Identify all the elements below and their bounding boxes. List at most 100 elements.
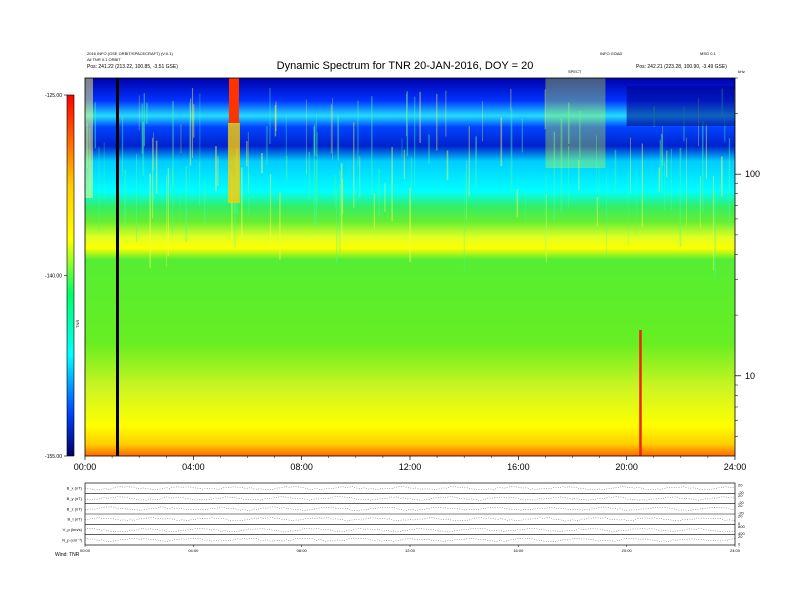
spectrogram-streak	[720, 156, 723, 197]
spectrogram-streak	[189, 102, 190, 189]
spectrogram-streak	[274, 105, 277, 137]
edge-band	[85, 78, 93, 198]
x-tick-label: 04:00	[182, 462, 205, 472]
spectrogram-background	[85, 78, 735, 456]
spectrogram-streak	[336, 187, 338, 263]
spectrogram-streak	[279, 192, 281, 261]
spectrogram-streak	[567, 102, 570, 145]
spectrogram-streak	[510, 88, 512, 111]
spectrogram-streak	[545, 172, 547, 252]
spectrogram-streak	[266, 125, 268, 165]
header-right-line-3: Pos: 242.21 (223.28, 100.90, -3.49 GSE)	[636, 64, 727, 70]
panel-label: B_t (nT)	[68, 517, 83, 522]
spectrogram-streak	[579, 110, 581, 159]
spectrogram-streak	[155, 140, 158, 194]
spectrogram-streak	[516, 189, 519, 217]
panel-right-tick: 0	[738, 521, 741, 526]
spectrogram-streak	[261, 153, 263, 174]
spectrogram-streak	[629, 137, 631, 193]
solar-wind-panels: B_x (nT)20-20B_y (nT)20-20B_z (nT)20-20B…	[62, 483, 745, 554]
spectrogram-streak	[193, 104, 195, 138]
panel-trace	[84, 506, 736, 512]
panel-right-tick: 400	[738, 531, 745, 536]
spectrogram-streak	[313, 126, 315, 153]
spectrogram-streak	[705, 123, 707, 179]
spectrogram-streak	[138, 95, 140, 131]
spectrogram-streak	[373, 193, 376, 229]
spectrogram-streak	[553, 131, 556, 222]
spectrogram-streak	[315, 160, 318, 227]
panel-right-tick: 20	[738, 493, 743, 498]
burst-mark	[639, 330, 642, 456]
spectrogram-streak	[598, 165, 600, 208]
spectrogram-streak	[179, 194, 181, 222]
spectrogram-streak	[596, 197, 598, 227]
x-tick-label: 12:00	[399, 462, 422, 472]
spectrogram-streak	[191, 88, 194, 159]
spectrogram-streak	[246, 141, 248, 167]
spectrogram-streak	[339, 170, 341, 254]
spectrogram-streak	[199, 93, 201, 189]
spectrogram-streak	[468, 125, 470, 197]
spectrogram-streak	[641, 143, 644, 228]
lower-x-tick-label: 20:00	[622, 548, 633, 553]
spectrogram-streak	[286, 155, 288, 181]
spectrogram-streak	[98, 147, 100, 234]
spectrogram-streak	[153, 132, 154, 171]
footer-label: Wind: TNR	[55, 552, 80, 558]
spectrogram-streak	[463, 172, 465, 271]
panel-trace	[84, 516, 736, 522]
panel-label: B_x (nT)	[67, 486, 83, 491]
spectrogram-streak	[403, 149, 405, 179]
colorbar-tick-label: -125.00	[45, 93, 62, 99]
lower-x-tick-label: 16:00	[513, 548, 524, 553]
spectrogram-streak	[510, 109, 513, 193]
panel-trace	[84, 537, 736, 543]
spectrogram-streak	[143, 93, 145, 147]
spectrogram-streak	[141, 103, 144, 154]
x-tick-label: 16:00	[507, 462, 530, 472]
spectrogram-streak	[314, 123, 316, 157]
spectrogram-streak	[606, 171, 607, 256]
spectrogram-streak	[103, 142, 105, 199]
panel-trace	[84, 485, 736, 491]
spectrogram-streak	[308, 151, 310, 199]
spectrogram-streak	[445, 90, 447, 137]
spectrogram-streak	[167, 168, 169, 257]
spectrogram-streak	[152, 137, 154, 219]
spectrogram-panel: kHz	[84, 69, 745, 457]
spectrogram-streak	[124, 169, 127, 227]
spectrogram-streak	[334, 174, 336, 209]
header-left-line-1: 2016 INFO (GSE ORBIT/SPACECRAFT) (V:0.1)	[87, 51, 173, 56]
lower-x-tick-label: 04:00	[188, 548, 199, 553]
spectrogram-streak	[521, 118, 523, 153]
spectrogram-streak	[316, 132, 318, 206]
spectrogram-streak	[189, 98, 192, 166]
spectrogram-streak	[342, 179, 344, 214]
spectrogram-streak	[241, 167, 243, 239]
spectrogram-streak	[500, 117, 503, 167]
spectrogram-streak	[231, 173, 233, 250]
spectrogram-streak	[142, 121, 145, 177]
emission-band	[545, 78, 606, 168]
spectrogram-streak	[627, 170, 629, 246]
spectrogram-streak	[378, 169, 380, 217]
spectrogram-streak	[332, 97, 333, 160]
spectrogram-streak	[659, 139, 661, 179]
burst-mark	[227, 123, 240, 203]
x-tick-label: 08:00	[290, 462, 313, 472]
spectrogram-streak	[172, 167, 174, 235]
spectrogram-streak	[662, 125, 664, 166]
spectrogram-streak	[149, 173, 151, 268]
spectrogram-streak	[409, 187, 412, 262]
spectrogram-streak	[666, 150, 668, 178]
spectrogram-streak	[371, 96, 373, 195]
colorbar-tick-label: -140.00	[45, 274, 62, 280]
spectrogram-streak	[146, 102, 148, 124]
spectrogram-streak	[313, 126, 316, 225]
x-tick-label: 20:00	[615, 462, 638, 472]
frequency-unit: kHz	[738, 69, 745, 74]
dark-region	[626, 86, 735, 126]
x-axis: 00:00 04:00 08:00 12:00 16:00 20:00 24:00	[74, 456, 746, 472]
